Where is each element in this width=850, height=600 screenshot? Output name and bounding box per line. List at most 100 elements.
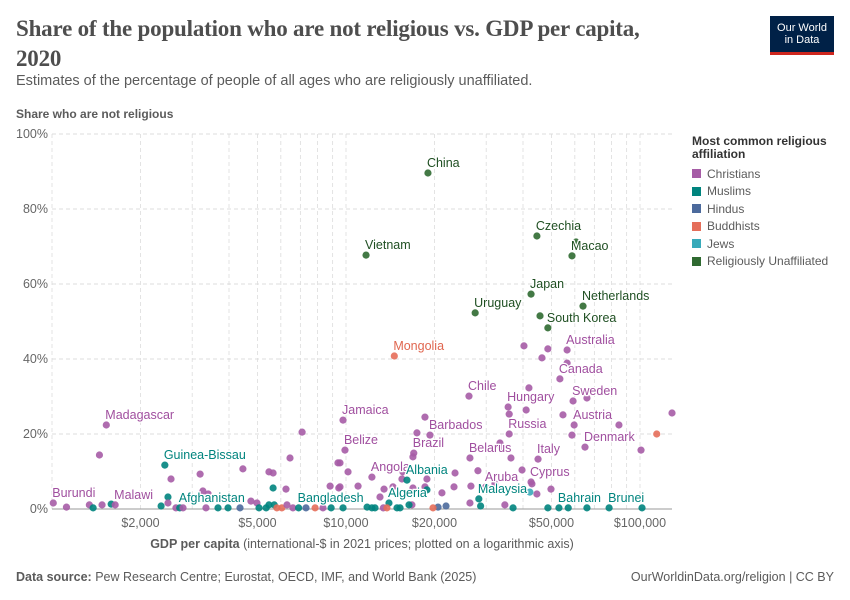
data-point xyxy=(504,403,512,411)
data-source-text: Pew Research Centre; Eurostat, OECD, IMF… xyxy=(95,570,477,584)
data-point xyxy=(282,485,290,493)
legend-item-christians[interactable]: Christians xyxy=(692,165,842,183)
credit-link[interactable]: OurWorldinData.org/religion | CC BY xyxy=(630,570,834,584)
data-point xyxy=(111,501,119,509)
data-point xyxy=(326,482,334,490)
data-point xyxy=(390,352,398,360)
data-point xyxy=(497,443,505,451)
data-point xyxy=(474,467,482,475)
data-point xyxy=(522,406,530,414)
data-point xyxy=(199,487,207,495)
point-label: Hungary xyxy=(507,390,555,404)
data-point xyxy=(429,504,437,512)
data-point xyxy=(544,324,552,332)
data-point xyxy=(570,421,578,429)
legend-item-buddhists[interactable]: Buddhists xyxy=(692,218,842,236)
data-point xyxy=(327,504,335,512)
point-label: Brunei xyxy=(608,491,644,505)
point-label: Brazil xyxy=(413,436,444,450)
data-point xyxy=(466,499,474,507)
data-point xyxy=(466,454,474,462)
data-point xyxy=(334,459,342,467)
legend-title: Most common religious affiliation xyxy=(692,134,827,161)
data-point xyxy=(509,504,517,512)
point-label: Albania xyxy=(406,463,448,477)
x-axis-label: GDP per capita (international-$ in 2021 … xyxy=(0,537,724,551)
x-tick-label: $2,000 xyxy=(121,516,159,530)
logo-line-1: Our World xyxy=(777,21,827,34)
data-point xyxy=(438,489,446,497)
chart-subtitle: Estimates of the percentage of people of… xyxy=(16,73,533,89)
point-label: Czechia xyxy=(536,219,581,233)
data-point xyxy=(273,504,281,512)
data-point xyxy=(409,453,417,461)
data-point xyxy=(581,443,589,451)
point-label: Cyprus xyxy=(530,465,570,479)
point-label: Afghanistan xyxy=(179,491,245,505)
data-point xyxy=(637,446,645,454)
data-point xyxy=(389,483,397,491)
point-label: Canada xyxy=(559,362,603,376)
point-label: Chile xyxy=(468,379,497,393)
data-point xyxy=(475,495,483,503)
data-point xyxy=(423,486,431,494)
data-point xyxy=(533,232,541,240)
point-label: Uruguay xyxy=(474,296,522,310)
data-point xyxy=(362,251,370,259)
data-point xyxy=(202,504,210,512)
point-label: Malawi xyxy=(114,488,153,502)
data-point xyxy=(62,503,71,511)
data-point xyxy=(269,469,277,477)
data-point xyxy=(224,504,232,512)
point-label: Italy xyxy=(537,442,561,456)
data-point xyxy=(563,359,571,367)
data-point xyxy=(413,429,421,437)
y-tick-label: 0% xyxy=(30,502,48,516)
data-point xyxy=(467,482,475,490)
data-point xyxy=(311,504,319,512)
point-label: Madagascar xyxy=(105,408,174,422)
legend-swatch xyxy=(692,169,701,179)
point-label: Vietnam xyxy=(365,238,411,252)
data-point xyxy=(505,410,513,418)
point-label: Denmark xyxy=(584,430,635,444)
point-label: Belize xyxy=(344,433,378,447)
data-point xyxy=(339,416,347,424)
data-point xyxy=(102,421,110,429)
data-point xyxy=(544,345,552,353)
legend-item-jews[interactable]: Jews xyxy=(692,235,842,253)
data-point xyxy=(161,461,169,469)
legend-label: Christians xyxy=(707,166,761,181)
data-point xyxy=(555,504,563,512)
data-point xyxy=(583,504,591,512)
data-point xyxy=(471,309,479,317)
data-point xyxy=(319,504,327,512)
data-point xyxy=(283,501,291,509)
data-point xyxy=(98,501,106,509)
data-point xyxy=(179,504,187,512)
y-tick-label: 40% xyxy=(23,352,48,366)
legend-swatch xyxy=(692,239,701,249)
data-point xyxy=(371,504,379,512)
legend: Most common religious affiliation Christ… xyxy=(692,135,842,270)
data-point xyxy=(302,504,310,512)
legend-item-religiously-unaffiliated[interactable]: Religiously Unaffiliated xyxy=(692,253,842,271)
legend-item-muslims[interactable]: Muslims xyxy=(692,183,842,201)
x-axis-label-bold: GDP per capita xyxy=(150,537,240,551)
y-tick-label: 20% xyxy=(23,427,48,441)
data-point xyxy=(335,484,343,492)
data-point xyxy=(534,455,542,463)
point-label: Malaysia xyxy=(478,482,527,496)
data-point xyxy=(196,470,204,478)
data-point xyxy=(583,394,591,402)
data-point xyxy=(339,504,347,512)
chart-title: Share of the population who are not reli… xyxy=(16,16,640,71)
legend-swatch xyxy=(692,204,701,214)
legend-swatch xyxy=(692,186,701,196)
data-point xyxy=(341,446,349,454)
owid-logo[interactable]: Our World in Data xyxy=(770,16,834,55)
data-point xyxy=(559,411,567,419)
legend-item-hindus[interactable]: Hindus xyxy=(692,200,842,218)
data-point xyxy=(368,473,376,481)
data-point xyxy=(477,502,485,510)
